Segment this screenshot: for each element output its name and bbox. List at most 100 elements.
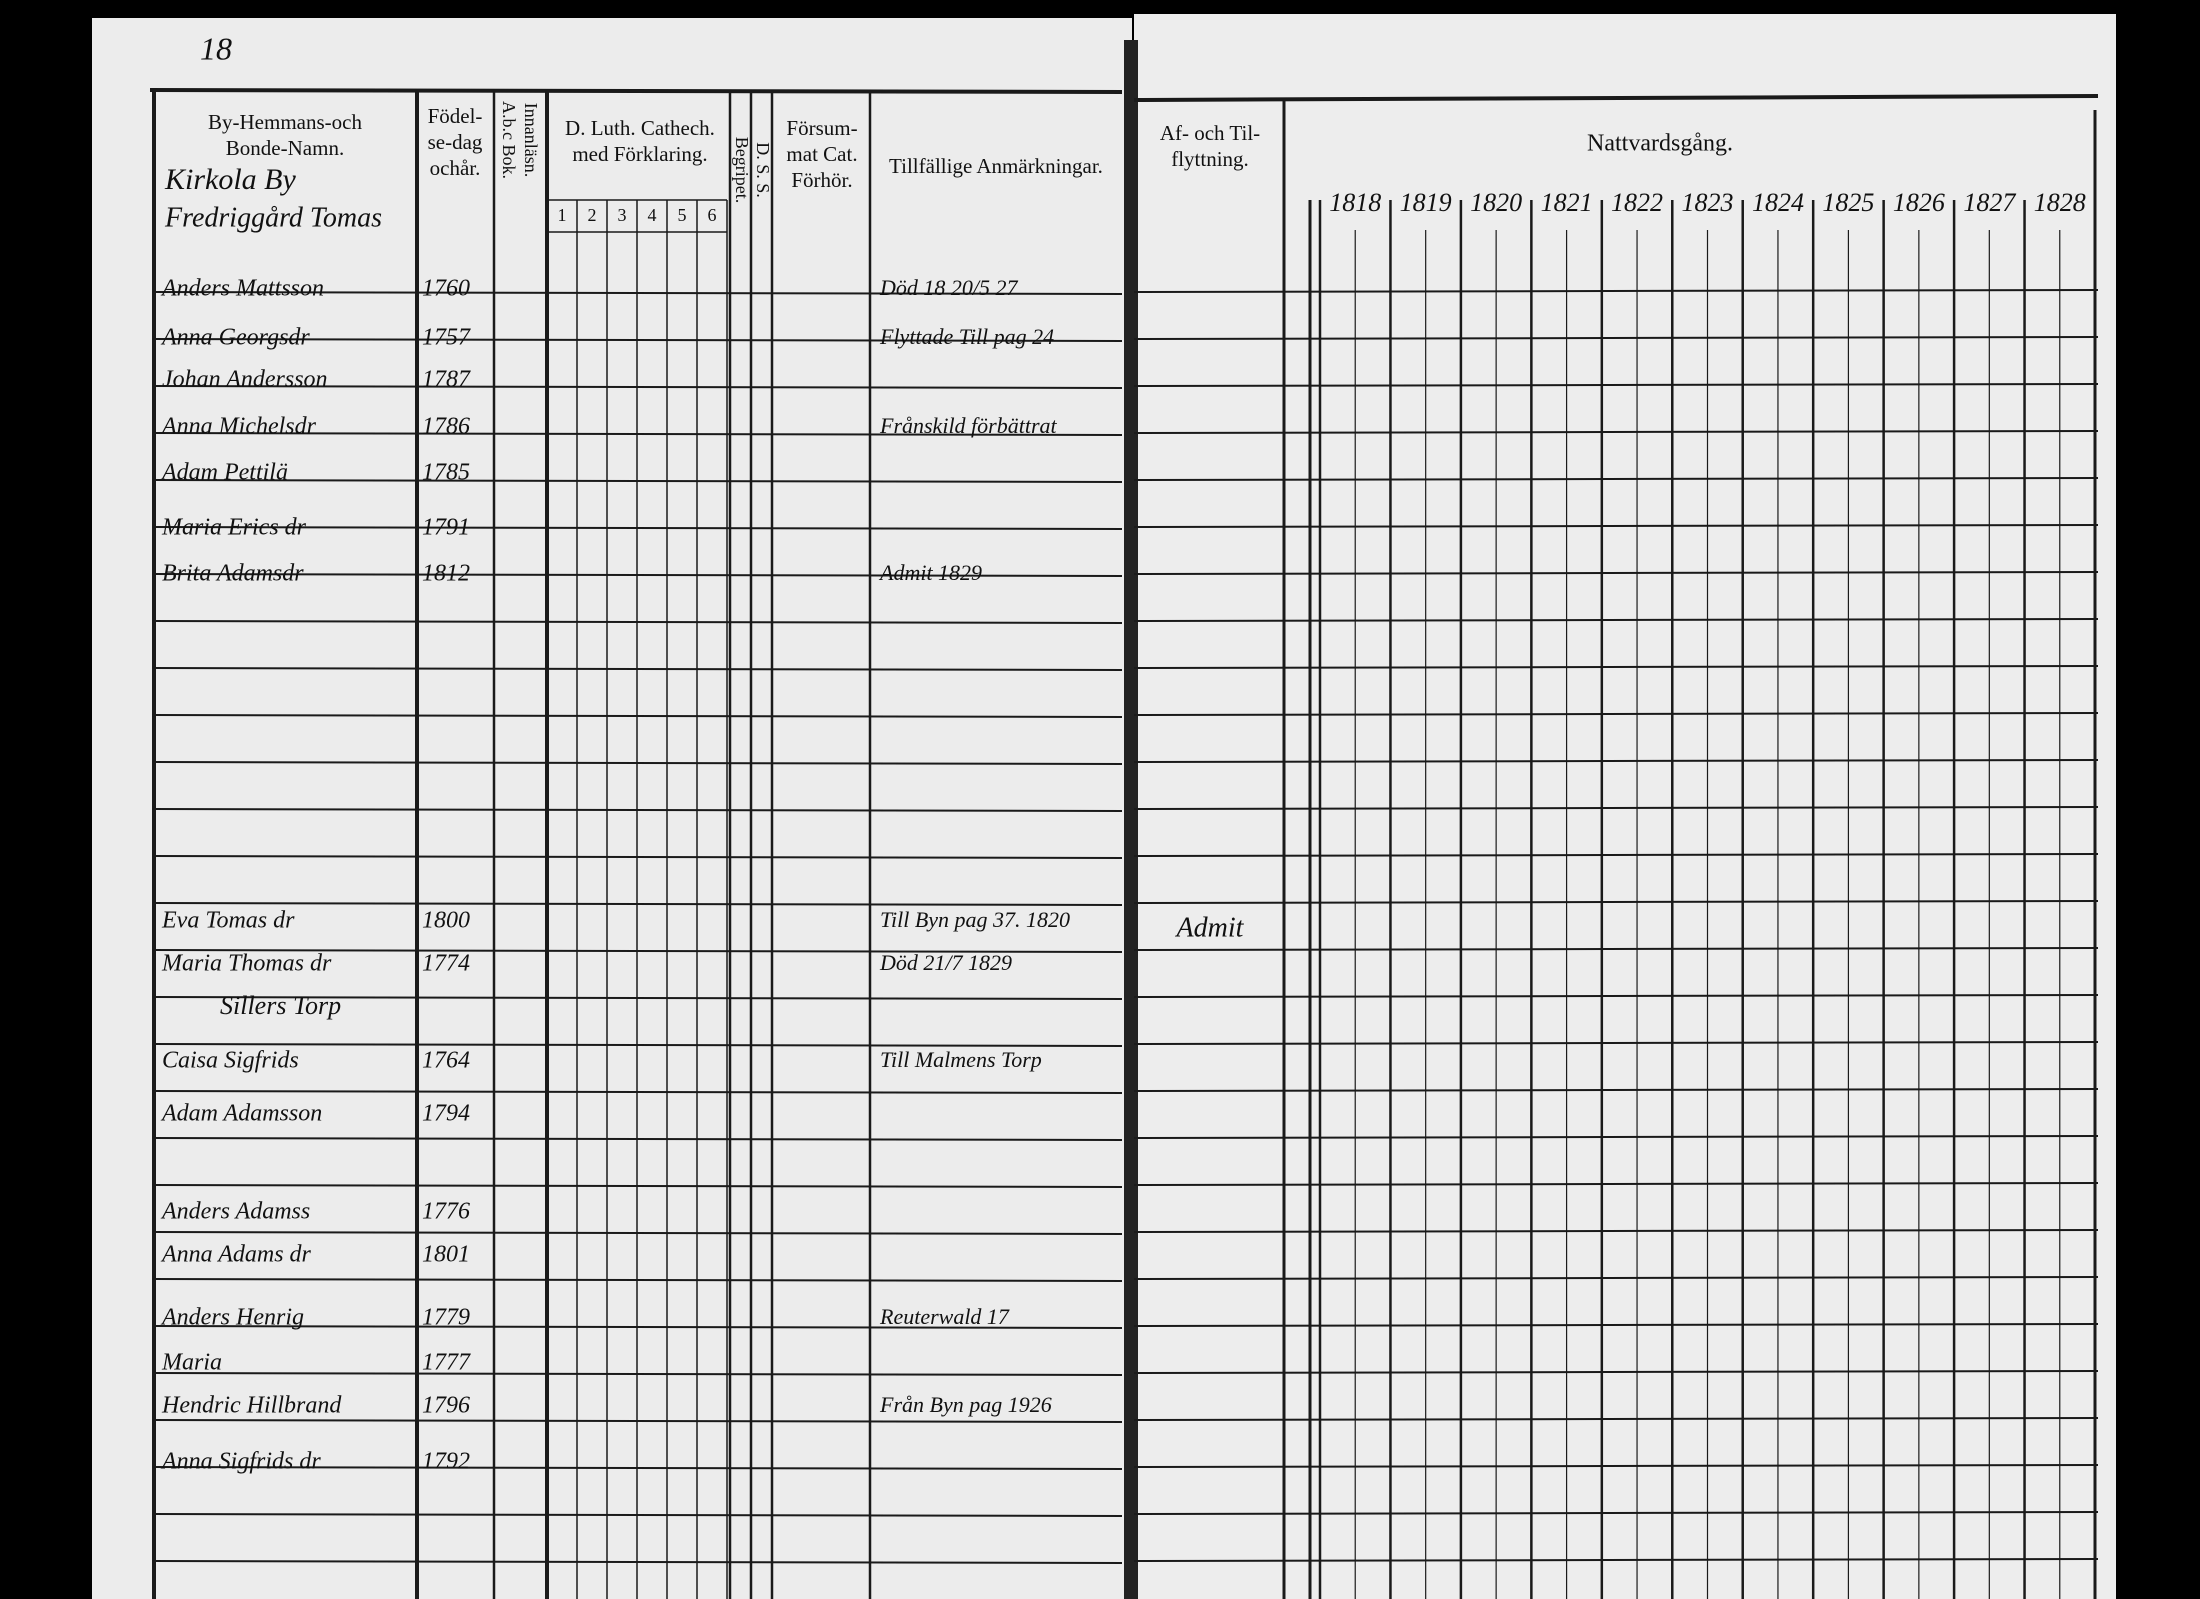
- rule-line: [153, 338, 1123, 342]
- remark: Admit 1829: [878, 560, 982, 585]
- rule-line: [153, 855, 1123, 859]
- birth-year: 1812: [422, 561, 470, 587]
- birth-year: 1776: [422, 1199, 470, 1225]
- rule-line: [1133, 289, 2099, 293]
- column-header: Af- och Til-: [1160, 121, 1260, 145]
- rule-line: [1133, 524, 2099, 528]
- column-header: Förhör.: [791, 168, 852, 192]
- catechism-part: 3: [618, 205, 627, 225]
- person-name: Anders Adamss: [160, 1199, 310, 1225]
- rule-line: [1133, 1370, 2099, 1374]
- communion-year: 1827: [1963, 188, 2016, 217]
- birth-year: 1791: [422, 515, 470, 541]
- croft-name: Sillers Torp: [220, 991, 341, 1020]
- person-name: Maria Thomas dr: [161, 951, 332, 977]
- rule-line: [153, 667, 1123, 671]
- rule-line: [149, 88, 1123, 94]
- column-header: Begripet.: [732, 137, 752, 203]
- communion-year: 1825: [1822, 188, 1874, 217]
- person-name: Hendric Hillbrand: [161, 1393, 342, 1419]
- person-name: Anna Michelsdr: [160, 414, 317, 440]
- column-header: Nattvardsgång.: [1587, 131, 1733, 157]
- catechism-part: 5: [678, 205, 687, 225]
- village-name: Kirkola By: [164, 163, 296, 196]
- rule-line: [1133, 430, 2099, 434]
- remark: Till Byn pag 37. 1820: [880, 907, 1070, 932]
- rule-line: [1133, 1135, 2099, 1139]
- rule-line: [153, 1137, 1123, 1141]
- rule-line: [1133, 1511, 2099, 1515]
- birth-year: 1779: [422, 1305, 470, 1331]
- rule-line: [153, 808, 1123, 812]
- rule-line: [1133, 947, 2099, 951]
- rule-line: [1133, 994, 2099, 998]
- communion-year: 1823: [1682, 188, 1734, 217]
- rule-line: [153, 1372, 1123, 1376]
- catechism-part: 1: [558, 205, 567, 225]
- catechism-part: 4: [648, 205, 657, 225]
- rule-line: [1133, 571, 2099, 575]
- birth-year: 1796: [422, 1393, 470, 1419]
- person-name: Brita Adamsdr: [162, 561, 304, 587]
- birth-year: 1757: [422, 325, 471, 351]
- column-header: Försum-: [786, 116, 857, 140]
- column-header: A.b.c Bok.: [499, 101, 519, 179]
- communion-year: 1819: [1400, 188, 1452, 217]
- column-header: By-Hemmans-och: [208, 110, 362, 134]
- birth-year: 1800: [422, 908, 470, 934]
- birth-year: 1787: [422, 367, 471, 393]
- binding: [1124, 40, 1138, 1599]
- catechism-part: 6: [708, 205, 717, 225]
- communion-year: 1820: [1470, 188, 1522, 217]
- column-header: mat Cat.: [786, 142, 857, 166]
- remark: Död 21/7 1829: [879, 950, 1012, 975]
- column-header: se-dag: [428, 130, 483, 154]
- rule-line: [1133, 1558, 2099, 1562]
- rule-line: [153, 1090, 1123, 1094]
- remark: Frånskild förbättrat: [879, 413, 1058, 438]
- remark: Reuterwald 17: [879, 1304, 1010, 1329]
- rule-line: [1133, 900, 2099, 904]
- rule-line: [1133, 1041, 2099, 1045]
- column-header: Födel-: [428, 104, 483, 128]
- rule-line: [153, 1325, 1123, 1329]
- rule-line: [153, 620, 1123, 624]
- birth-year: 1764: [422, 1048, 470, 1074]
- remark: Till Malmens Torp: [880, 1047, 1042, 1072]
- person-name: Anna Georgsdr: [160, 325, 310, 351]
- rule-line: [1133, 1088, 2099, 1092]
- birth-year: 1794: [422, 1101, 470, 1127]
- column-header: med Förklaring.: [572, 142, 707, 166]
- rule-line: [153, 526, 1123, 530]
- person-name: Johan Andersson: [162, 367, 328, 393]
- communion-year: 1822: [1611, 188, 1663, 217]
- rule-line: [153, 1419, 1123, 1423]
- birth-year: 1801: [422, 1242, 470, 1268]
- birth-year: 1760: [422, 276, 470, 302]
- rule-line: [153, 1513, 1123, 1517]
- person-name: Caisa Sigfrids: [162, 1048, 299, 1074]
- rule-line: [153, 573, 1123, 577]
- rule-line: [1133, 1229, 2099, 1233]
- rule-line: [1133, 618, 2099, 622]
- birth-year: 1777: [422, 1350, 471, 1376]
- column-header: D. Luth. Cathech.: [565, 116, 715, 140]
- rule-line: [153, 902, 1123, 906]
- person-name: Anders Henrig: [160, 1305, 304, 1331]
- rule-line: [153, 1278, 1123, 1282]
- birth-year: 1792: [422, 1449, 470, 1475]
- person-name: Maria: [161, 1350, 222, 1376]
- rule-line: [1133, 1182, 2099, 1186]
- remark: Flyttade Till pag 24: [879, 324, 1054, 349]
- communion-year: 1821: [1541, 188, 1593, 217]
- rule-line: [153, 949, 1123, 953]
- rule-line: [153, 479, 1123, 483]
- rule-line: [153, 761, 1123, 765]
- rule-line: [153, 714, 1123, 718]
- rule-line: [1133, 712, 2099, 716]
- communion-year: 1828: [2034, 188, 2086, 217]
- rule-line: [1133, 477, 2099, 481]
- person-name: Anna Sigfrids dr: [160, 1449, 321, 1475]
- birth-year: 1786: [422, 414, 470, 440]
